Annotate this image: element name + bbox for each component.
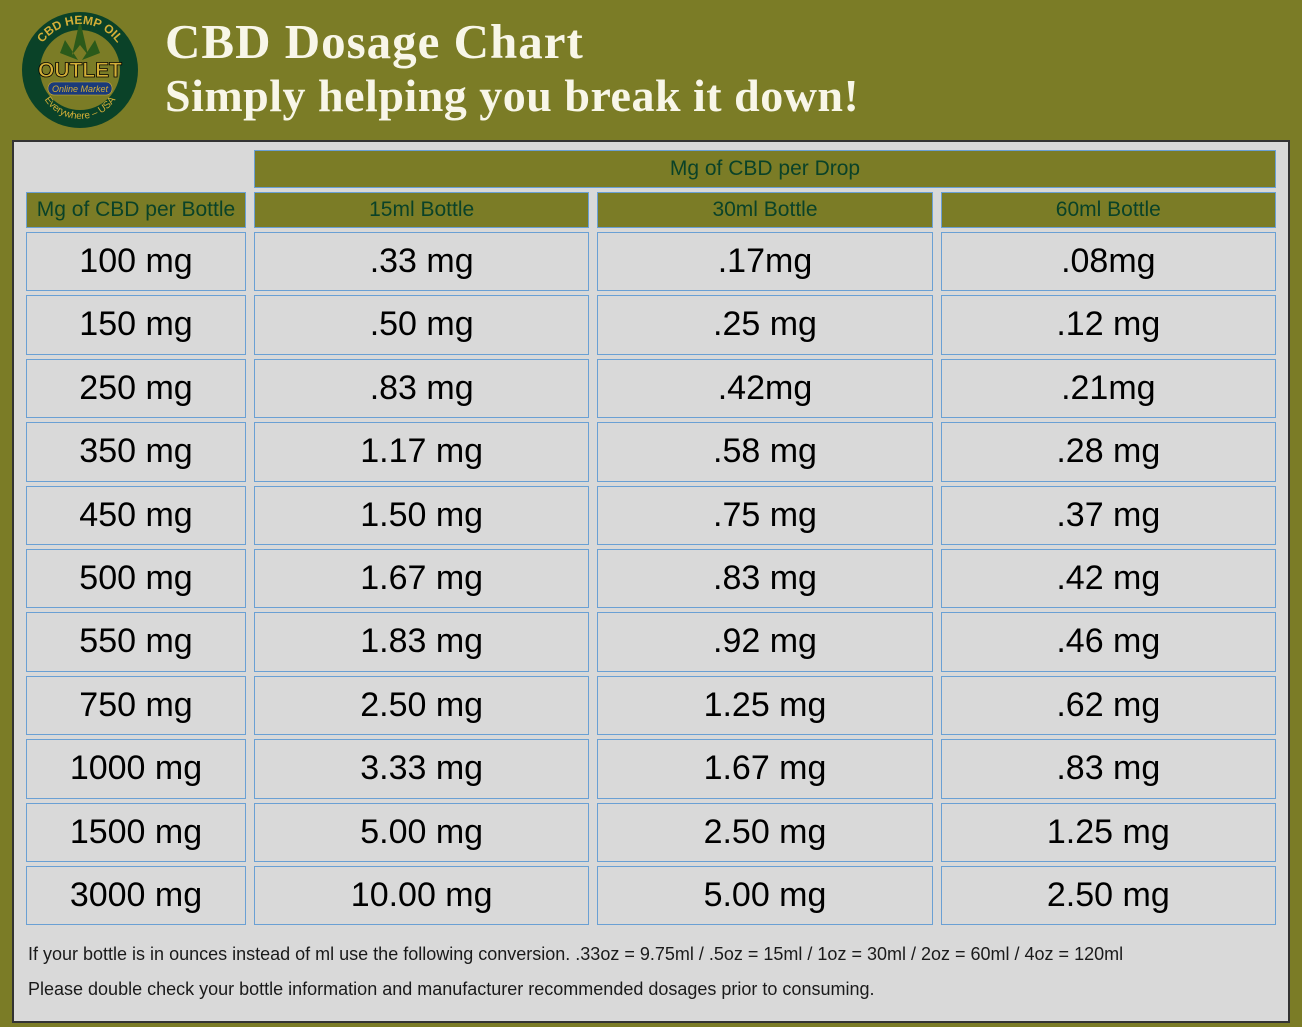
span-header: Mg of CBD per Drop [254, 150, 1276, 188]
dose-cell: 2.50 mg [254, 676, 589, 735]
col-header-60ml: 60ml Bottle [941, 192, 1276, 228]
dose-cell: .46 mg [941, 612, 1276, 671]
footer-notes: If your bottle is in ounces instead of m… [18, 929, 1284, 1017]
dose-cell: .83 mg [941, 739, 1276, 798]
dose-cell: 1.67 mg [254, 549, 589, 608]
bottle-mg-cell: 150 mg [26, 295, 246, 354]
table-row: 1000 mg3.33 mg1.67 mg.83 mg [26, 739, 1276, 798]
table-row: 100 mg.33 mg.17mg.08mg [26, 232, 1276, 291]
dose-cell: .83 mg [597, 549, 932, 608]
dose-cell: .33 mg [254, 232, 589, 291]
dose-cell: .42 mg [941, 549, 1276, 608]
logo-band-text: Online Market [52, 84, 109, 94]
dose-cell: .62 mg [941, 676, 1276, 735]
page-header: CBD HEMP OIL OUTLET Online Market Everyw… [0, 0, 1302, 135]
dose-cell: 1.50 mg [254, 486, 589, 545]
footer-line-2: Please double check your bottle informat… [28, 972, 1274, 1007]
dose-cell: 2.50 mg [597, 803, 932, 862]
dosage-table: Mg of CBD per Drop Mg of CBD per Bottle … [18, 146, 1284, 929]
table-row: 500 mg1.67 mg.83 mg.42 mg [26, 549, 1276, 608]
dose-cell: 2.50 mg [941, 866, 1276, 925]
table-row: 250 mg.83 mg.42mg.21mg [26, 359, 1276, 418]
table-row: 3000 mg10.00 mg5.00 mg2.50 mg [26, 866, 1276, 925]
header-text-block: CBD Dosage Chart Simply helping you brea… [165, 16, 1292, 123]
table-row: 350 mg1.17 mg.58 mg.28 mg [26, 422, 1276, 481]
table-row: 450 mg1.50 mg.75 mg.37 mg [26, 486, 1276, 545]
table-row: 550 mg1.83 mg.92 mg.46 mg [26, 612, 1276, 671]
dose-cell: 1.25 mg [597, 676, 932, 735]
bottle-mg-cell: 750 mg [26, 676, 246, 735]
bottle-mg-cell: 450 mg [26, 486, 246, 545]
dose-cell: .50 mg [254, 295, 589, 354]
dose-cell: .58 mg [597, 422, 932, 481]
table-row: 150 mg.50 mg.25 mg.12 mg [26, 295, 1276, 354]
col-header-30ml: 30ml Bottle [597, 192, 932, 228]
bottle-mg-cell: 550 mg [26, 612, 246, 671]
brand-logo: CBD HEMP OIL OUTLET Online Market Everyw… [10, 5, 150, 135]
dose-cell: .92 mg [597, 612, 932, 671]
table-row: 750 mg2.50 mg1.25 mg.62 mg [26, 676, 1276, 735]
logo-main-text: OUTLET [38, 59, 122, 82]
dose-cell: .12 mg [941, 295, 1276, 354]
dose-cell: .25 mg [597, 295, 932, 354]
bottle-mg-cell: 350 mg [26, 422, 246, 481]
dose-cell: .17mg [597, 232, 932, 291]
bottle-mg-cell: 1500 mg [26, 803, 246, 862]
table-body: 100 mg.33 mg.17mg.08mg150 mg.50 mg.25 mg… [26, 232, 1276, 925]
page-title: CBD Dosage Chart [165, 16, 1292, 67]
dose-cell: 10.00 mg [254, 866, 589, 925]
bottle-mg-cell: 500 mg [26, 549, 246, 608]
dose-cell: 1.25 mg [941, 803, 1276, 862]
dose-cell: .21mg [941, 359, 1276, 418]
dose-cell: 5.00 mg [597, 866, 932, 925]
dose-cell: .08mg [941, 232, 1276, 291]
col-header-15ml: 15ml Bottle [254, 192, 589, 228]
bottle-mg-cell: 100 mg [26, 232, 246, 291]
footer-line-1: If your bottle is in ounces instead of m… [28, 937, 1274, 972]
dose-cell: .28 mg [941, 422, 1276, 481]
page-subtitle: Simply helping you break it down! [165, 68, 1292, 123]
bottle-mg-cell: 1000 mg [26, 739, 246, 798]
empty-header [26, 150, 246, 188]
bottle-mg-cell: 250 mg [26, 359, 246, 418]
dose-cell: .42mg [597, 359, 932, 418]
dose-cell: 1.17 mg [254, 422, 589, 481]
bottle-mg-cell: 3000 mg [26, 866, 246, 925]
dose-cell: .83 mg [254, 359, 589, 418]
table-row: 1500 mg5.00 mg2.50 mg1.25 mg [26, 803, 1276, 862]
row-header-label: Mg of CBD per Bottle [26, 192, 246, 228]
dosage-table-panel: Mg of CBD per Drop Mg of CBD per Bottle … [12, 140, 1290, 1023]
dose-cell: 1.83 mg [254, 612, 589, 671]
dose-cell: .37 mg [941, 486, 1276, 545]
dose-cell: 3.33 mg [254, 739, 589, 798]
dose-cell: 1.67 mg [597, 739, 932, 798]
dose-cell: 5.00 mg [254, 803, 589, 862]
dose-cell: .75 mg [597, 486, 932, 545]
logo-badge-icon: CBD HEMP OIL OUTLET Online Market Everyw… [10, 5, 150, 135]
